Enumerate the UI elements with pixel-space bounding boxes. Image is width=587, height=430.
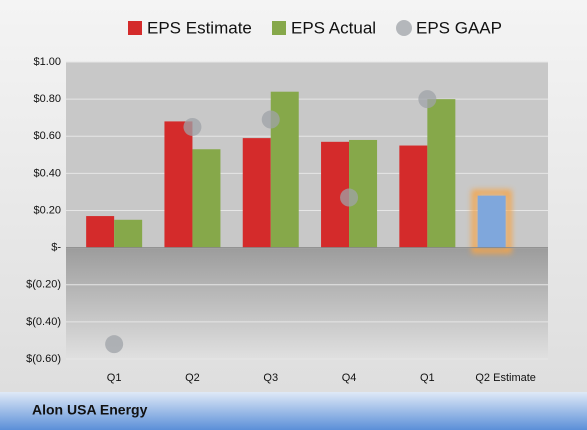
footer-band [0,392,587,430]
dot [261,110,280,129]
bar [86,216,115,248]
bar-glow [471,189,512,254]
legend-label: EPS GAAP [416,18,502,37]
dot [183,117,202,136]
x-tick-label: Q1 [420,372,435,384]
bar [242,138,271,248]
legend-marker [396,20,412,36]
bar [399,145,428,248]
bar [192,149,221,248]
x-tick-label: Q1 [107,372,122,384]
legend-label: EPS Actual [291,18,376,37]
plot-area [66,62,548,248]
bar [427,99,456,248]
y-tick-label: $0.80 [33,93,61,105]
x-tick-label: Q3 [263,372,278,384]
y-tick-label: $0.60 [33,130,61,142]
plot-area-negative [66,247,548,359]
legend-marker [128,21,142,35]
x-tick-label: Q2 Estimate [475,372,536,384]
y-tick-label: $0.40 [33,167,61,179]
y-tick-label: $0.20 [33,204,61,216]
x-tick-label: Q4 [342,372,357,384]
chart-title: Alon USA Energy [32,402,148,418]
bar [164,121,193,248]
bar [477,195,506,248]
y-tick-label: $(0.60) [26,353,61,365]
dot [418,90,437,109]
legend-label: EPS Estimate [147,18,252,37]
dot [105,335,124,354]
y-tick-label: $1.00 [33,56,61,68]
x-tick-label: Q2 [185,372,200,384]
y-tick-label: $(0.40) [26,316,61,328]
bar [114,219,143,248]
y-tick-label: $- [51,242,61,254]
legend-marker [272,21,286,35]
y-tick-label: $(0.20) [26,279,61,291]
dot [340,188,359,207]
